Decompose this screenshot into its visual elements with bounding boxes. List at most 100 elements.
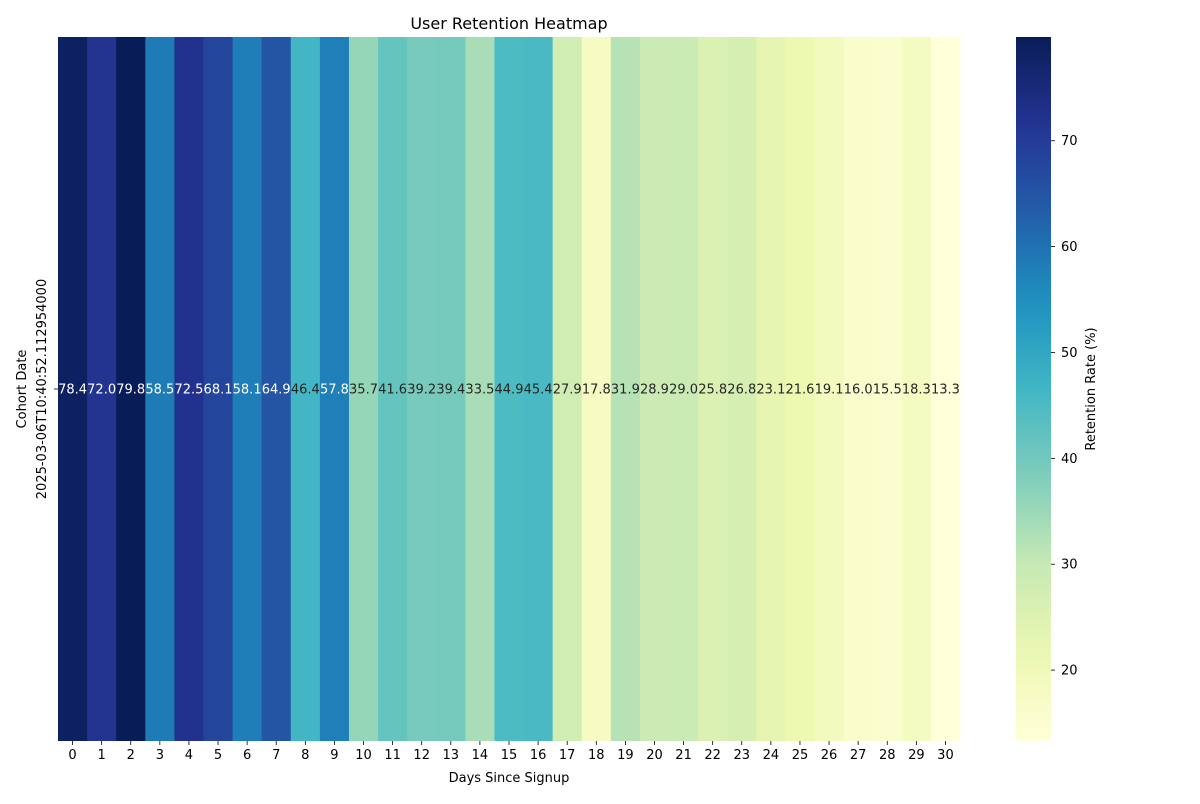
colorbar-tick-label: 20 <box>1061 664 1078 679</box>
x-tick-label: 24 <box>763 748 780 763</box>
colorbar-tick-label: 70 <box>1061 134 1078 149</box>
cell-value-label: 79.8 <box>116 383 145 398</box>
x-tick-label: 10 <box>355 748 372 763</box>
heatmap-cell <box>407 37 437 741</box>
cell-value-label: 39.4 <box>436 383 465 398</box>
x-tick-label: 28 <box>879 748 896 763</box>
heatmap-cell-labels: 78.4 72.0 79.8 58.5 72.5 68.1 58.1 64.9 46.4 57.8… <box>58 383 960 398</box>
x-tick-label: 23 <box>734 748 751 763</box>
heatmap-cell <box>319 37 350 741</box>
x-tick-label: 26 <box>821 748 838 763</box>
heatmap-cell <box>785 37 816 741</box>
cell-value-label: 17.8 <box>582 383 611 398</box>
cell-value-label: 44.9 <box>495 383 524 398</box>
heatmap-cell <box>698 37 728 741</box>
colorbar-tick-label: 60 <box>1061 240 1078 255</box>
heatmap-cell <box>58 37 88 741</box>
cell-value-label: 33.5 <box>465 383 494 398</box>
cell-value-label: 78.4 <box>58 383 87 398</box>
x-tick-label: 5 <box>214 748 222 763</box>
x-tick-label: 14 <box>472 748 489 763</box>
x-tick-label: 11 <box>384 748 401 763</box>
heatmap-cell <box>669 37 699 741</box>
x-tick-label: 25 <box>792 748 809 763</box>
x-tick-label: 22 <box>704 748 721 763</box>
cell-value-label: 29.0 <box>669 383 698 398</box>
heatmap-cell <box>843 37 874 741</box>
heatmap-cell <box>87 37 117 741</box>
colorbar-tick-label: 50 <box>1061 346 1078 361</box>
cell-value-label: 57.8 <box>320 383 349 398</box>
cell-value-label: 21.6 <box>785 383 814 398</box>
chart-title: User Retention Heatmap <box>410 14 607 33</box>
cell-value-label: 16.0 <box>844 383 873 398</box>
cell-value-label: 64.9 <box>262 383 291 398</box>
x-tick-label: 1 <box>98 748 106 763</box>
heatmap-cell <box>290 37 321 741</box>
heatmap-cell <box>552 37 583 741</box>
heatmap-cell <box>610 37 641 741</box>
x-tick-label: 3 <box>156 748 164 763</box>
colorbar-tick-label: 30 <box>1061 558 1078 573</box>
cell-value-label: 58.1 <box>233 383 262 398</box>
x-tick-label: 15 <box>501 748 518 763</box>
x-axis-ticks: 0 1 2 3 4 5 6 7 8 9 10 11 12 13 14 15 16 17 18 19 20 21 22 23 24… <box>68 741 954 763</box>
heatmap-cell <box>174 37 204 741</box>
cell-value-label: 46.4 <box>291 383 320 398</box>
x-tick-label: 19 <box>617 748 634 763</box>
heatmap-cell <box>145 37 175 741</box>
heatmap-cell <box>930 37 961 741</box>
heatmap-cell <box>378 37 408 741</box>
cell-value-label: 31.9 <box>611 383 640 398</box>
x-tick-label: 20 <box>646 748 663 763</box>
x-tick-label: 0 <box>68 748 76 763</box>
heatmap-cell <box>261 37 292 741</box>
y-axis-ticks: 2025-03-06T10:40:52.112954000 <box>35 279 58 499</box>
x-tick-label: 18 <box>588 748 605 763</box>
cell-value-label: 41.6 <box>378 383 407 398</box>
x-tick-label: 17 <box>559 748 576 763</box>
heatmap-cell <box>581 37 612 741</box>
colorbar-tick-label: 40 <box>1061 452 1078 467</box>
heatmap-cell <box>814 37 845 741</box>
cell-value-label: 27.9 <box>553 383 582 398</box>
cell-value-label: 15.5 <box>873 383 902 398</box>
cell-value-label: 68.1 <box>204 383 233 398</box>
x-tick-label: 7 <box>272 748 280 763</box>
colorbar-gradient <box>1016 37 1051 741</box>
x-tick-label: 8 <box>301 748 309 763</box>
x-tick-label: 29 <box>908 748 925 763</box>
cell-value-label: 72.0 <box>87 383 116 398</box>
cell-value-label: 39.2 <box>407 383 436 398</box>
cell-value-label: 18.3 <box>902 383 931 398</box>
heatmap-cells <box>58 37 961 741</box>
x-tick-label: 2 <box>127 748 135 763</box>
heatmap-cell <box>436 37 466 741</box>
heatmap-cell <box>523 37 554 741</box>
heatmap-cell <box>465 37 495 741</box>
heatmap-cell <box>901 37 932 741</box>
cell-value-label: 25.8 <box>698 383 727 398</box>
x-tick-label: 13 <box>443 748 460 763</box>
cell-value-label: 45.4 <box>524 383 553 398</box>
heatmap-cell <box>203 37 234 741</box>
heatmap-cell <box>348 37 379 741</box>
cell-value-label: 72.5 <box>174 383 203 398</box>
cell-value-label: 19.1 <box>815 383 844 398</box>
x-tick-label: 21 <box>675 748 692 763</box>
x-tick-label: 9 <box>330 748 338 763</box>
x-tick-label: 12 <box>413 748 430 763</box>
cell-value-label: 28.9 <box>640 383 669 398</box>
cell-value-label: 58.5 <box>145 383 174 398</box>
y-tick-label: 2025-03-06T10:40:52.112954000 <box>35 279 50 499</box>
cell-value-label: 13.3 <box>931 383 960 398</box>
heatmap-cell <box>872 37 903 741</box>
cell-value-label: 26.8 <box>727 383 756 398</box>
colorbar-label: Retention Rate (%) <box>1084 327 1099 450</box>
x-tick-label: 30 <box>937 748 954 763</box>
x-axis-label: Days Since Signup <box>449 771 570 786</box>
x-tick-label: 16 <box>530 748 547 763</box>
y-axis-label: Cohort Date <box>15 350 30 429</box>
heatmap-cell <box>232 37 263 741</box>
